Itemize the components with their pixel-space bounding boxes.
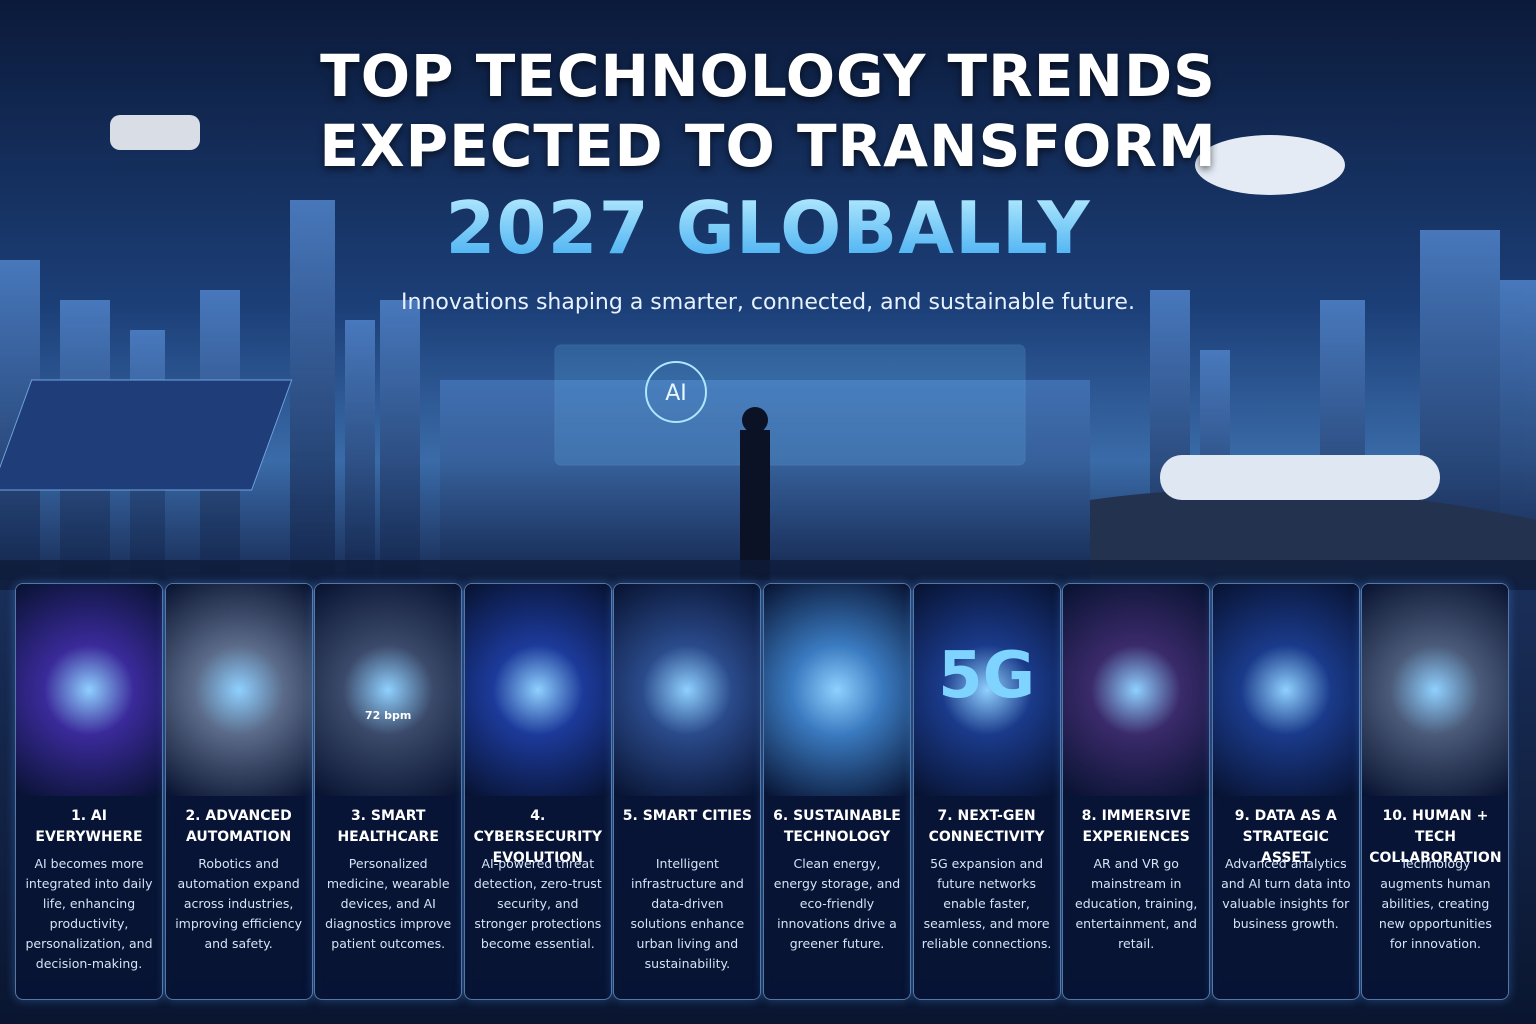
card-image — [614, 584, 761, 796]
card-image-text: 72 bpm — [365, 709, 412, 722]
title-line-highlight: 2027 GLOBALLY — [0, 186, 1536, 270]
card-title: 4. CYBERSECURITY EVOLUTION — [473, 808, 602, 866]
card-image — [1212, 584, 1359, 796]
trend-card: 8. IMMERSIVE EXPERIENCES AR and VR go mai… — [1062, 583, 1211, 1000]
card-image-text: 5G — [938, 639, 1036, 713]
card-image — [464, 584, 611, 796]
card-image — [764, 584, 910, 796]
card-title: 2. ADVANCED AUTOMATION — [185, 808, 292, 845]
trend-card: 5. SMART CITIES Intelligent infrastructur… — [613, 583, 762, 1000]
card-text: Personalized medicine, wearable devices,… — [325, 856, 452, 951]
card-image — [16, 584, 162, 796]
card-text: Advanced analytics and AI turn data into… — [1221, 856, 1351, 931]
card-title: 6. SUSTAINABLE TECHNOLOGY — [773, 808, 901, 845]
card-title: 3. SMART HEALTHCARE — [337, 808, 439, 845]
card-title: 1. AI EVERYWHERE — [35, 808, 143, 845]
card-title: 5. SMART CITIES — [622, 808, 753, 824]
trend-card: 9. DATA AS A STRATEGIC ASSET Advanced ana… — [1211, 583, 1360, 1000]
card-text: AI-powered threat detection, zero-trust … — [473, 856, 602, 951]
trend-card: 10. HUMAN + TECH COLLABORATION Technology… — [1361, 583, 1510, 1000]
trend-card: 2. ADVANCED AUTOMATION Robotics and autom… — [164, 583, 313, 1000]
card-title: 8. IMMERSIVE EXPERIENCES — [1081, 808, 1191, 845]
trend-card: 5G 7. NEXT-GEN CONNECTIVITY 5G expansion a… — [912, 583, 1061, 1000]
card-text: AI becomes more integrated into daily li… — [25, 856, 153, 971]
subtitle: Innovations shaping a smarter, connected… — [401, 290, 1135, 315]
title-line: TOP TECHNOLOGY TRENDS — [320, 42, 1216, 110]
card-image: 72 bpm — [315, 584, 462, 796]
trend-card: 1. AI EVERYWHERE AI becomes more integrat… — [15, 583, 163, 1000]
title-line: EXPECTED TO TRANSFORM — [319, 112, 1217, 180]
card-text: Clean energy, energy storage, and eco-fr… — [773, 856, 901, 951]
card-image — [1063, 584, 1210, 796]
trend-card: 72 bpm 3. SMART HEALTHCARE Personalized me… — [314, 583, 463, 1000]
hologram-label: AI — [665, 381, 687, 406]
card-text: Intelligent infrastructure and data-driv… — [630, 856, 745, 971]
card-text: 5G expansion and future networks enable … — [921, 856, 1052, 951]
card-image — [165, 584, 312, 796]
card-text: AR and VR go mainstream in education, tr… — [1075, 856, 1198, 951]
card-title: 9. DATA AS A STRATEGIC ASSET — [1234, 808, 1337, 866]
card-text: Robotics and automation expand across in… — [175, 856, 302, 951]
trend-card: 4. CYBERSECURITY EVOLUTION AI-powered thr… — [463, 583, 612, 1000]
card-title: 7. NEXT-GEN CONNECTIVITY — [928, 808, 1045, 845]
card-image: 5G — [913, 584, 1060, 796]
card-text: Technology augments human abilities, cre… — [1378, 856, 1492, 951]
card-image — [1362, 584, 1509, 796]
card-title: 10. HUMAN + TECH COLLABORATION — [1369, 808, 1502, 866]
trend-card: 6. SUSTAINABLE TECHNOLOGY Clean energy, e… — [763, 583, 911, 1000]
